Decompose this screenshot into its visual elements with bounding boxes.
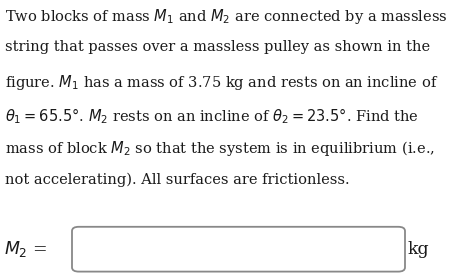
Text: mass of block $M_2$ so that the system is in equilibrium (i.e.,: mass of block $M_2$ so that the system i…: [5, 139, 435, 158]
Text: $\theta_1 = 65.5°$. $M_2$ rests on an incline of $\theta_2 = 23.5°$. Find the: $\theta_1 = 65.5°$. $M_2$ rests on an in…: [5, 106, 419, 126]
Text: kg: kg: [407, 241, 429, 258]
Text: $M_2$ =: $M_2$ =: [4, 239, 47, 259]
Text: string that passes over a massless pulley as shown in the: string that passes over a massless pulle…: [5, 40, 431, 54]
Text: Two blocks of mass $M_1$ and $M_2$ are connected by a massless: Two blocks of mass $M_1$ and $M_2$ are c…: [5, 7, 448, 26]
Text: figure. $M_1$ has a mass of 3.75 kg and rests on an incline of: figure. $M_1$ has a mass of 3.75 kg and …: [5, 73, 439, 92]
Text: not accelerating). All surfaces are frictionless.: not accelerating). All surfaces are fric…: [5, 172, 350, 186]
